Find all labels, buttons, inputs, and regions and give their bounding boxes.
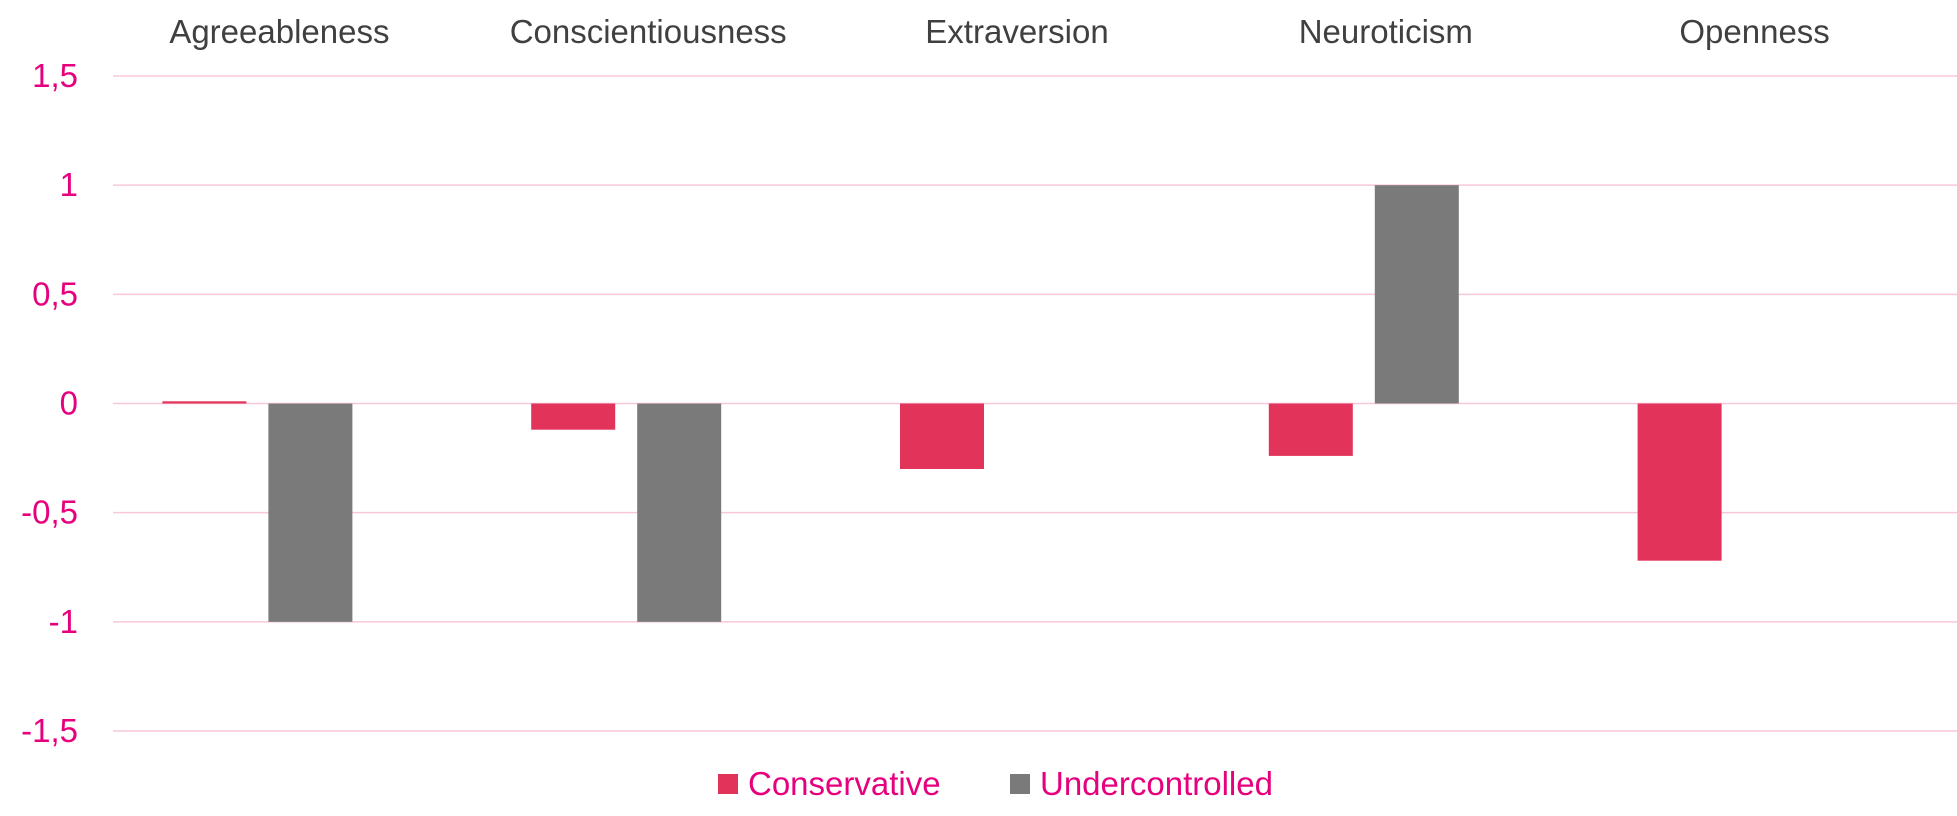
category-label: Neuroticism — [1299, 13, 1473, 50]
y-tick-label: 0 — [60, 385, 78, 422]
y-axis-tick-labels: 1,5 1 0,5 0 -0,5 -1 -1,5 — [21, 57, 78, 749]
y-tick-label: 1,5 — [32, 57, 78, 94]
category-label: Extraversion — [925, 13, 1108, 50]
bar-conservative-neuroticism — [1268, 403, 1353, 456]
bar-undercontrolled-conscientiousness — [637, 403, 722, 622]
bar-conservative-extraversion — [900, 403, 984, 469]
category-label: Openness — [1679, 13, 1829, 50]
y-tick-label: -0,5 — [21, 494, 78, 531]
y-tick-label: 1 — [60, 166, 78, 203]
legend-swatch-conservative — [718, 774, 738, 794]
category-label: Conscientiousness — [510, 13, 787, 50]
legend-label-undercontrolled: Undercontrolled — [1040, 765, 1273, 802]
legend-swatch-undercontrolled — [1010, 774, 1030, 794]
y-tick-label: 0,5 — [32, 275, 78, 312]
legend-label-conservative: Conservative — [748, 765, 941, 802]
gridlines — [113, 75, 1957, 732]
bar-conservative-openness — [1637, 403, 1722, 561]
y-tick-label: -1 — [49, 603, 78, 640]
bar-undercontrolled-agreeableness — [268, 403, 353, 622]
legend: Conservative Undercontrolled — [718, 765, 1273, 802]
bar-undercontrolled-neuroticism — [1374, 185, 1459, 404]
bars — [162, 185, 1722, 622]
category-labels: Agreeableness Conscientiousness Extraversi… — [169, 13, 1829, 50]
category-label: Agreeableness — [169, 13, 389, 50]
bar-conservative-conscientiousness — [531, 403, 616, 430]
bar-conservative-agreeableness — [162, 401, 247, 404]
y-tick-label: -1,5 — [21, 712, 78, 749]
